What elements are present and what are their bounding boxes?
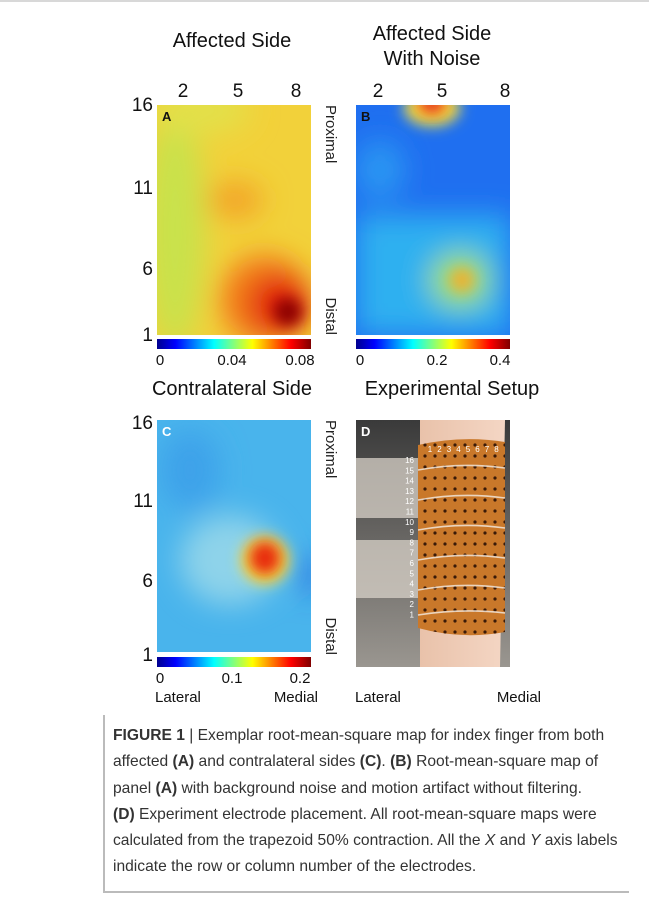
colorbar [157,657,311,667]
caption-text: . [381,753,390,770]
caption-text: Y [530,832,540,849]
colorbar-tick-label: 0 [356,352,364,369]
heatmap-b [355,90,510,335]
direction-label: Medial [274,689,318,706]
caption-text: X [485,832,495,849]
colorbar-tick-label: 0.2 [427,352,448,369]
caption-text: (A) [156,780,178,797]
panel-title: Affected Side [373,23,492,45]
colorbar-tick-label: 0.2 [290,670,311,687]
caption-text: and contralateral sides [194,753,360,770]
row-number: 4 [410,580,415,589]
row-number: 5 [410,569,415,578]
setup-photo [356,420,510,667]
caption-text: (B) [390,753,412,770]
x-tick-label: 5 [233,81,244,102]
y-tick-label: 1 [142,325,153,346]
caption-text: (C) [360,753,382,770]
y-tick-label: 11 [133,178,153,199]
y-tick-label: 6 [142,259,153,280]
x-tick-label: 8 [500,81,511,102]
caption-text: (A) [173,753,195,770]
y-tick-label: 1 [142,645,153,666]
row-number: 11 [406,508,415,517]
colorbar [356,339,510,349]
row-number: 14 [405,477,414,486]
x-tick-label: 2 [178,81,189,102]
direction-label: Lateral [355,689,401,706]
side-label: Proximal [322,105,339,163]
panel-title: Affected Side [173,30,292,52]
colorbar-tick-label: 0.08 [285,352,314,369]
row-number: 16 [405,456,414,465]
colorbar-tick-label: 0.1 [222,670,243,687]
x-tick-label: 5 [437,81,448,102]
page: Affected SideA25816116100.040.08Affected… [0,0,649,897]
row-number: 9 [410,528,415,537]
colorbar-tick-label: 0 [156,670,164,687]
column-number: 3 [447,445,452,454]
side-label: Distal [322,617,339,655]
panel-label: C [162,424,172,439]
row-number: 10 [405,518,414,527]
heatmap-a [145,85,311,350]
x-tick-label: 8 [291,81,302,102]
panel-title: Experimental Setup [365,378,540,400]
column-number: 8 [494,445,499,454]
colorbar-tick-label: 0 [156,352,164,369]
caption-text: (D) [113,806,135,823]
caption-text: and [495,832,530,849]
colorbar-tick-label: 0.4 [490,352,511,369]
row-number: 6 [410,559,415,568]
row-number: 8 [410,538,415,547]
row-number: 1 [410,611,415,620]
figure-caption: FIGURE 1 | Exemplar root-mean-square map… [103,715,629,893]
colorbar-tick-label: 0.04 [217,352,246,369]
panel-title: Contralateral Side [152,378,312,400]
x-tick-label: 2 [373,81,384,102]
colorbar [157,339,311,349]
column-number: 6 [475,445,480,454]
panel-label: A [162,109,172,124]
side-label: Proximal [322,420,339,478]
direction-label: Lateral [155,689,201,706]
panel-label: D [361,424,370,439]
column-number: 1 [428,445,433,454]
heatmap-c [157,420,316,652]
direction-label: Medial [497,689,541,706]
row-number: 13 [405,487,414,496]
row-number: 15 [405,466,414,475]
caption-text: with background noise and motion artifac… [177,780,582,797]
side-label: Distal [322,297,339,335]
row-number: 3 [410,590,415,599]
row-number: 2 [410,600,415,609]
caption-text: FIGURE 1 [113,727,185,744]
y-tick-label: 16 [132,95,153,116]
y-tick-label: 11 [133,491,153,512]
column-number: 5 [466,445,471,454]
y-tick-label: 16 [132,413,153,434]
row-number: 7 [410,549,415,558]
column-number: 4 [456,445,461,454]
column-number: 7 [485,445,490,454]
panel-title: With Noise [384,48,481,70]
column-number: 2 [437,445,442,454]
row-number: 12 [405,497,414,506]
panel-label: B [361,109,370,124]
y-tick-label: 6 [142,571,153,592]
